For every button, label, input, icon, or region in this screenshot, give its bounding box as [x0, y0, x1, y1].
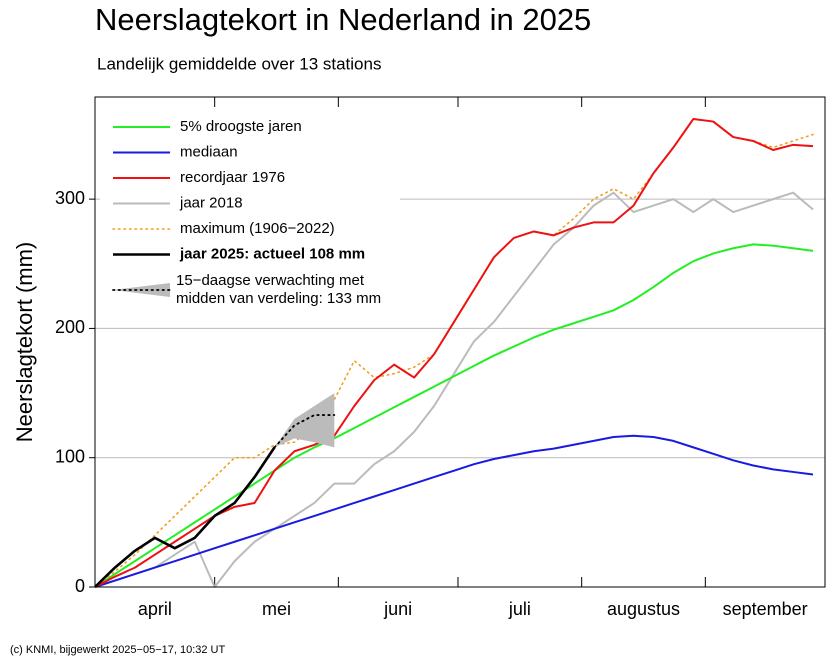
y-tick-label: 200	[55, 317, 85, 337]
chart-title: Neerslagtekort in Nederland in 2025	[95, 2, 591, 37]
legend-label: maximum (1906−2022)	[180, 220, 335, 237]
legend: 5% droogste jaren mediaan recordjaar 1976 j…	[100, 110, 400, 310]
series-line	[94, 243, 814, 588]
x-tick-label: juli	[508, 599, 531, 619]
y-tick-label: 300	[55, 188, 85, 208]
x-tick-label: mei	[262, 599, 291, 619]
footer: (c) KNMI, bijgewerkt 2025−05−17, 10:32 U…	[10, 644, 226, 656]
x-tick-label: september	[723, 599, 808, 619]
plot-frame	[94, 96, 826, 588]
forecast-band	[274, 393, 335, 448]
legend-background	[100, 110, 400, 310]
chart-subtitle: Landelijk gemiddelde over 13 stations	[97, 54, 381, 73]
legend-label: mediaan	[180, 143, 238, 160]
series-line	[94, 434, 814, 588]
y-tick-label: 100	[55, 446, 85, 466]
series-line	[273, 414, 336, 449]
x-tick-label: april	[138, 599, 172, 619]
legend-label: jaar 2018	[179, 194, 243, 211]
x-tick-label: augustus	[607, 599, 680, 619]
y-tick-label: 0	[75, 576, 85, 596]
x-tick-label: juni	[383, 599, 412, 619]
legend-label: jaar 2025: actueel 108 mm	[179, 245, 365, 262]
series-line	[94, 446, 276, 588]
legend-label: recordjaar 1976	[180, 169, 285, 186]
legend-label: 15−daagse verwachting met midden van ver…	[176, 272, 382, 307]
legend-label: 5% droogste jaren	[180, 118, 302, 135]
y-axis-label: Neerslagtekort (mm)	[12, 242, 37, 442]
